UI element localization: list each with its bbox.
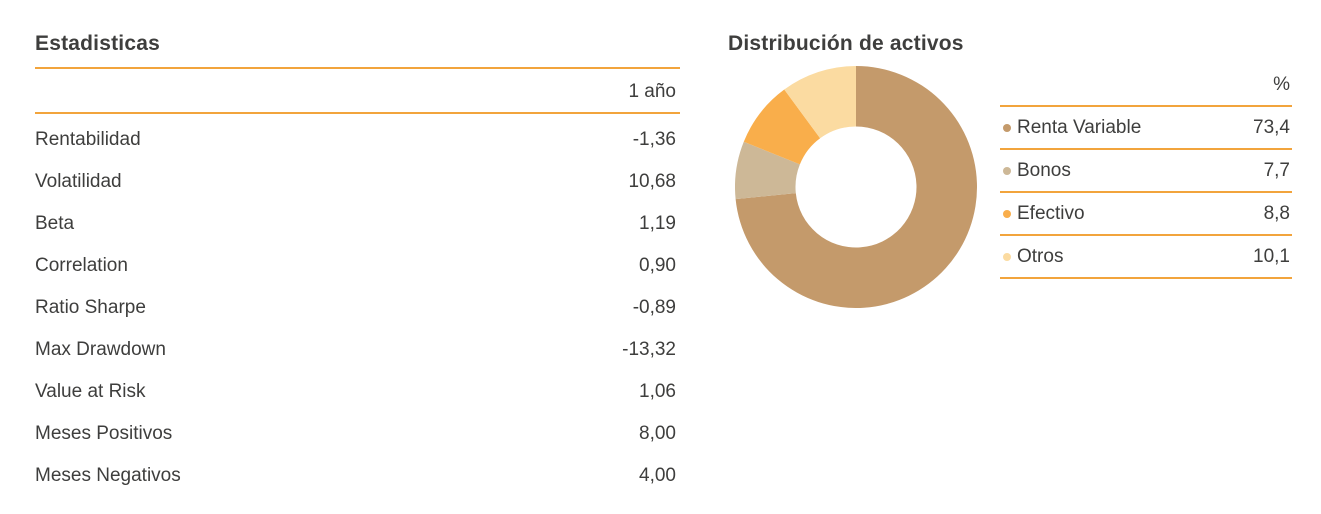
allocation-legend: % Renta Variable 73,4 Bonos 7,7 Efectivo…: [1000, 74, 1292, 279]
donut-slice-efectivo: [743, 89, 821, 165]
legend-row: Renta Variable 73,4: [1000, 107, 1292, 150]
stat-label: Max Drawdown: [35, 339, 166, 360]
allocation-section: Distribución de activos: [728, 32, 1293, 56]
stat-label: Rentabilidad: [35, 129, 141, 150]
stat-label: Ratio Sharpe: [35, 297, 146, 318]
stats-column-header: 1 año: [35, 69, 680, 114]
legend-label: Efectivo: [1017, 203, 1085, 224]
table-row: Ratio Sharpe -0,89: [35, 287, 680, 329]
table-row: Correlation 0,90: [35, 245, 680, 287]
legend-value: 10,1: [1253, 246, 1290, 267]
stat-value: 10,68: [628, 171, 676, 192]
legend-label: Otros: [1017, 246, 1064, 267]
table-row: Rentabilidad -1,36: [35, 119, 680, 161]
stat-value: 4,00: [639, 465, 676, 486]
stats-title-rule: [35, 67, 680, 69]
legend-label: Renta Variable: [1017, 117, 1142, 138]
table-row: Max Drawdown -13,32: [35, 329, 680, 371]
legend-value: 8,8: [1263, 203, 1290, 224]
stat-label: Meses Positivos: [35, 423, 173, 444]
stat-value: -0,89: [632, 297, 676, 318]
legend-label: Bonos: [1017, 160, 1071, 181]
legend-value: 7,7: [1263, 160, 1290, 181]
table-row: Volatilidad 10,68: [35, 161, 680, 203]
legend-value: 73,4: [1253, 117, 1290, 138]
percent-header-label: %: [1273, 74, 1290, 95]
stat-label: Correlation: [35, 255, 128, 276]
legend-bullet: [1003, 124, 1011, 132]
legend-row: Otros 10,1: [1000, 236, 1292, 279]
stat-label: Value at Risk: [35, 381, 146, 402]
stat-value: 1,19: [639, 213, 676, 234]
donut-slice-renta-variable: [735, 66, 977, 308]
legend-row: Bonos 7,7: [1000, 150, 1292, 193]
stats-period-label: 1 año: [628, 81, 676, 102]
donut-slice-otros: [784, 66, 856, 139]
stat-value: 1,06: [639, 381, 676, 402]
table-row: Meses Positivos 8,00: [35, 413, 680, 455]
legend-bullet: [1003, 253, 1011, 261]
stat-value: -1,36: [632, 129, 676, 150]
allocation-donut-chart: [735, 66, 977, 308]
table-row: Meses Negativos 4,00: [35, 455, 680, 497]
stats-title: Estadisticas: [35, 32, 160, 55]
stat-label: Meses Negativos: [35, 465, 181, 486]
stat-value: 0,90: [639, 255, 676, 276]
stats-section: Estadisticas 1 año Rentabilidad -1,36 Vo…: [35, 32, 680, 497]
legend-row: Efectivo 8,8: [1000, 193, 1292, 236]
allocation-title: Distribución de activos: [728, 32, 964, 55]
stat-label: Beta: [35, 213, 75, 234]
stats-rows: Rentabilidad -1,36 Volatilidad 10,68 Bet…: [35, 119, 680, 497]
stat-label: Volatilidad: [35, 171, 122, 192]
stat-value: 8,00: [639, 423, 676, 444]
donut-svg: [735, 66, 977, 308]
donut-slice-bonos: [735, 141, 800, 200]
table-row: Beta 1,19: [35, 203, 680, 245]
legend-bullet: [1003, 210, 1011, 218]
legend-column-header: %: [1000, 74, 1292, 107]
stat-value: -13,32: [622, 339, 676, 360]
table-row: Value at Risk 1,06: [35, 371, 680, 413]
legend-bullet: [1003, 167, 1011, 175]
